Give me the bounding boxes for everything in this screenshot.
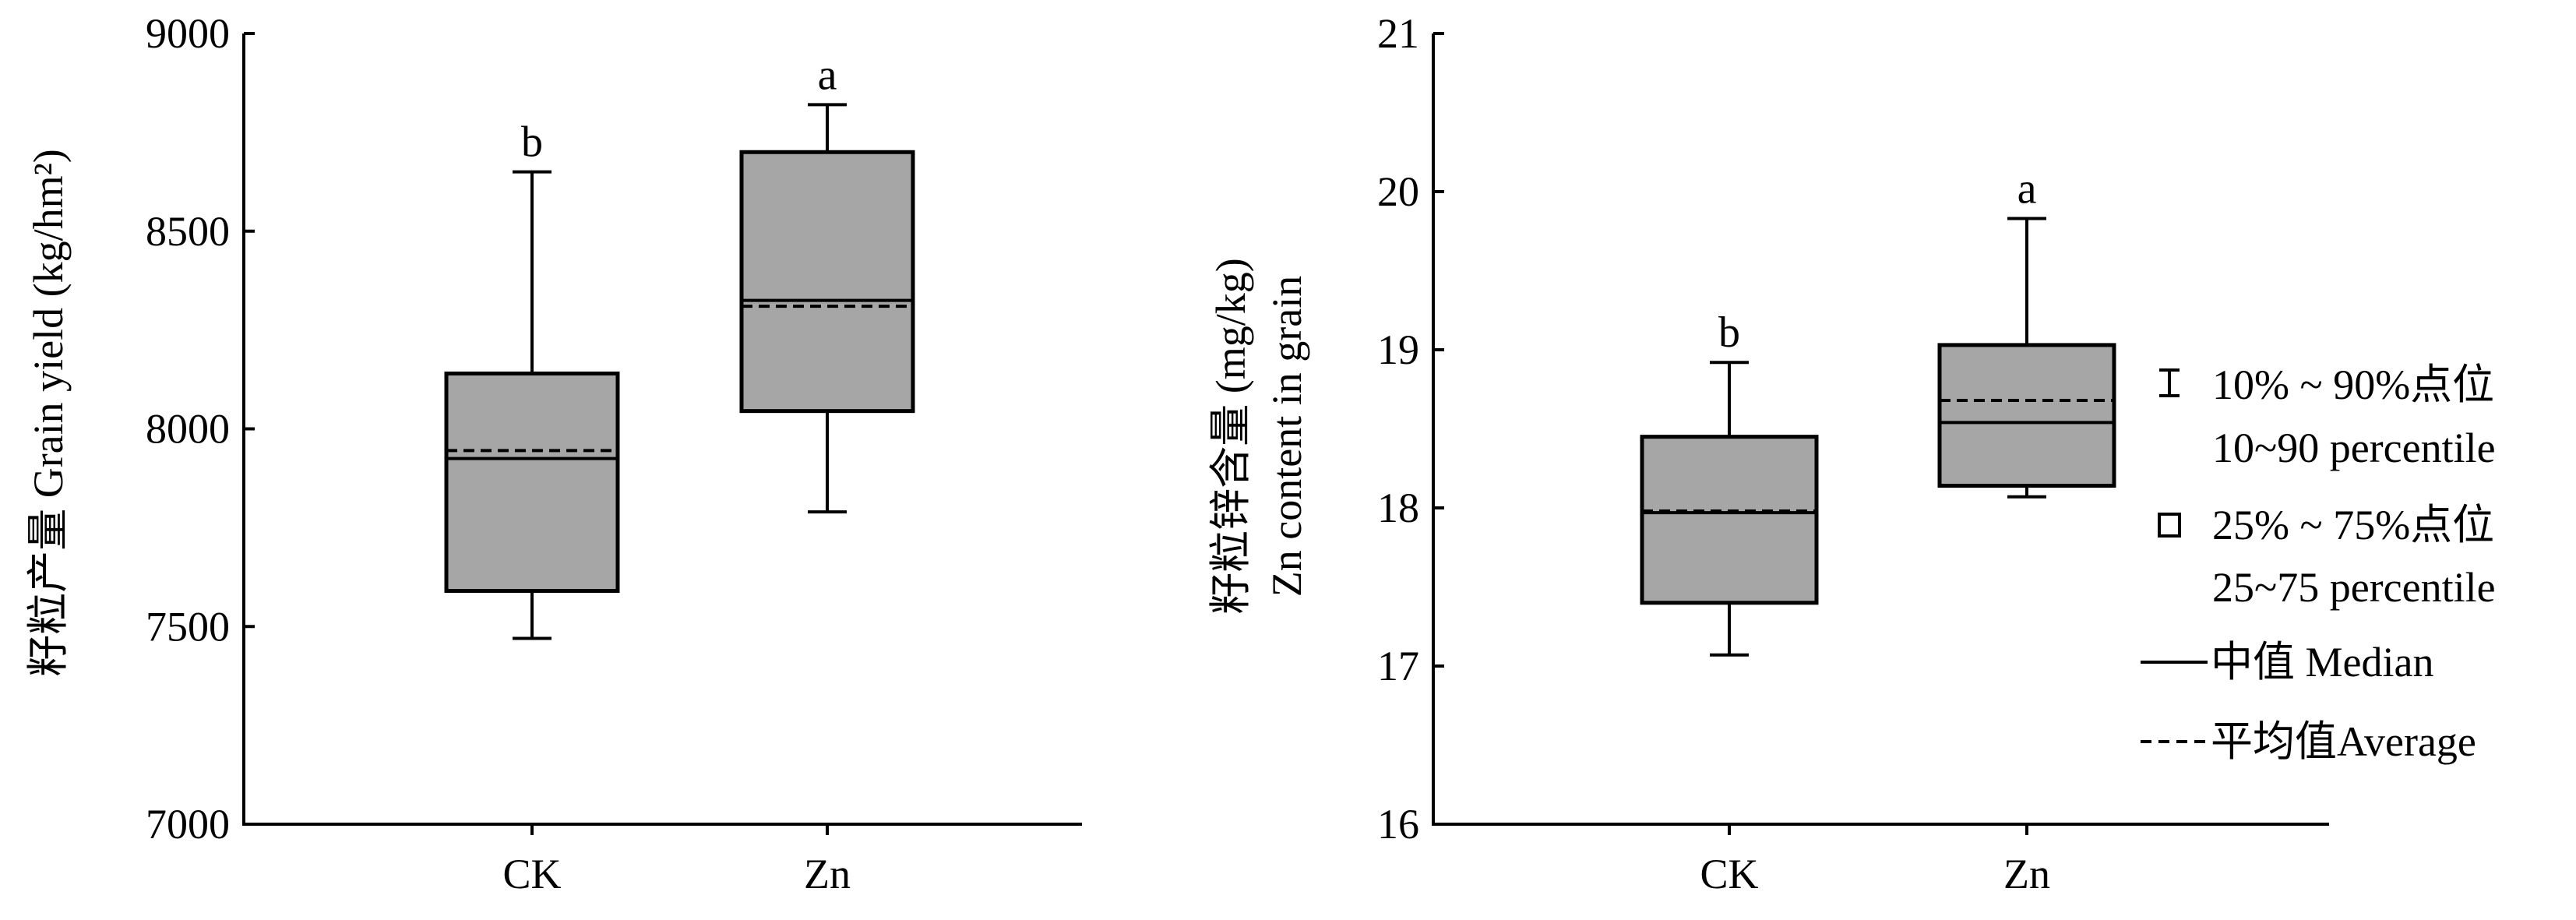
legend-whisker-label-1: 10% ~ 90%点位 (2212, 361, 2494, 408)
legend: 10% ~ 90%点位 10~90 percentile 25% ~ 75%点位… (2141, 361, 2496, 765)
y-tick-label: 21 (1377, 10, 1419, 57)
box-CK (1640, 435, 1819, 605)
significance-letter: b (1718, 308, 1740, 357)
y-tick-label: 8500 (146, 208, 230, 255)
significance-letter: b (521, 118, 543, 167)
whisker-symbol (2159, 368, 2180, 397)
y-tick-label: 7500 (146, 603, 230, 650)
zn-content-chart: 籽粒锌含量 (mg/kg) Zn content in grain 16 17 18… (1207, 10, 2329, 897)
box-CK (444, 371, 620, 594)
x-tick-label: CK (502, 851, 561, 897)
legend-whisker-label-2: 10~90 percentile (2212, 425, 2496, 471)
y-tick-label: 9000 (146, 10, 230, 57)
y-tick-label: 18 (1377, 485, 1419, 531)
legend-median-label: 中值 Median (2211, 639, 2433, 686)
y-tick-label: 16 (1377, 801, 1419, 848)
x-tick-label: Zn (2003, 851, 2050, 897)
y-tick-label: 17 (1377, 643, 1419, 689)
y-tick-label: 20 (1377, 168, 1419, 215)
legend-box-label-1: 25% ~ 75%点位 (2212, 502, 2494, 548)
grain-yield-chart: 籽粒产量 Grain yield (kg/hm²) 7000 7500 8000 85… (25, 10, 1082, 897)
box-Zn (1937, 343, 2116, 488)
y-axis-title: 籽粒产量 Grain yield (kg/hm²) (25, 149, 72, 677)
box-Zn (739, 150, 915, 414)
box-symbol (2158, 513, 2181, 538)
significance-letter: a (818, 51, 837, 99)
legend-box-label-2: 25~75 percentile (2212, 564, 2496, 611)
x-tick-label: Zn (804, 851, 851, 897)
x-tick-label: CK (1700, 851, 1758, 897)
y-axis-title-line2: Zn content in grain (1263, 276, 1310, 597)
y-tick-label: 19 (1377, 326, 1419, 373)
significance-letter: a (2017, 165, 2037, 213)
y-tick-label: 7000 (146, 801, 230, 848)
legend-average-label: 平均值Average (2211, 718, 2476, 765)
y-tick-label: 8000 (146, 406, 230, 453)
y-axis-title-line1: 籽粒锌含量 (mg/kg) (1207, 258, 1254, 614)
